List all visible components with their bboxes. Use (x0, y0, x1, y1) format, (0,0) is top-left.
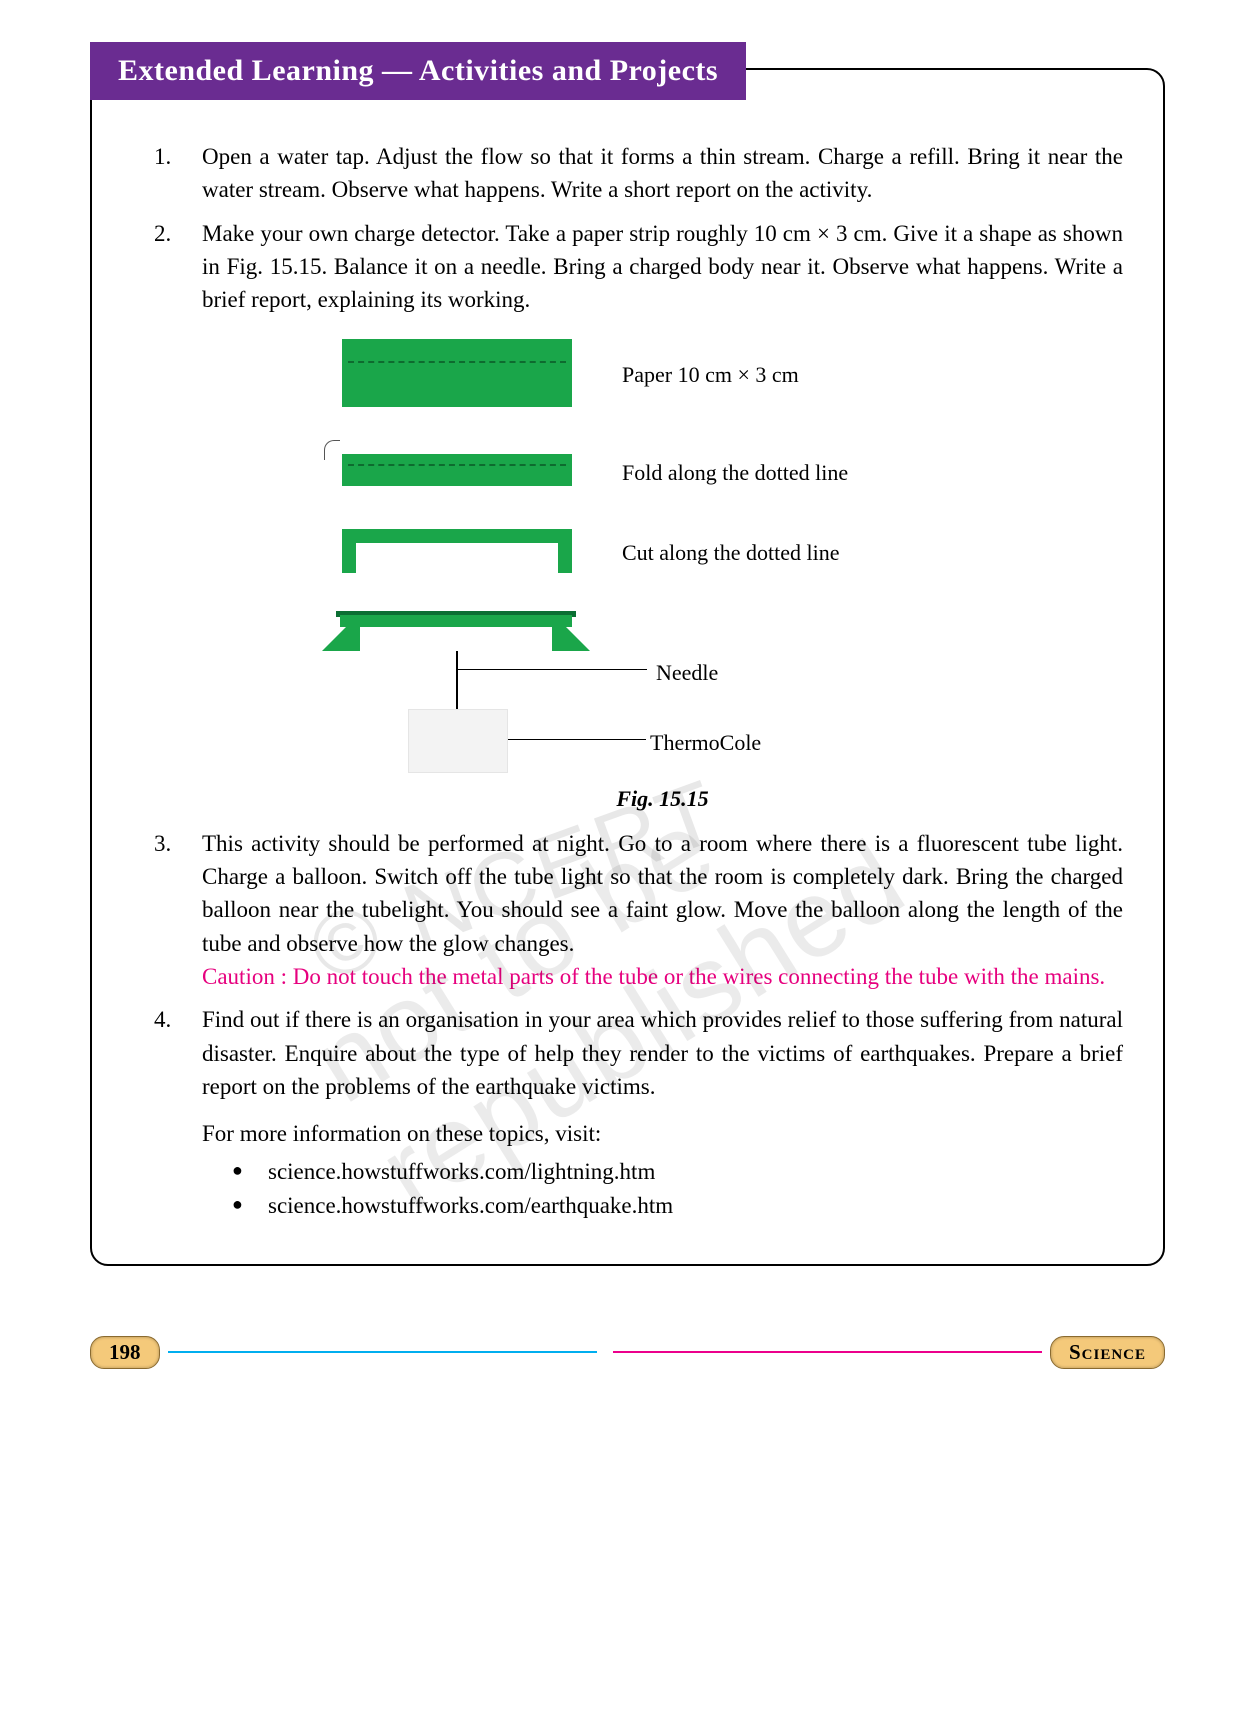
item-number: 1. (154, 140, 171, 173)
page-number-badge: 198 (90, 1336, 160, 1369)
section-header: Extended Learning — Activities and Proje… (90, 42, 746, 100)
figure-label: ThermoCole (650, 727, 761, 759)
list-item: 2. Make your own charge detector. Take a… (202, 217, 1123, 809)
page: Extended Learning — Activities and Proje… (0, 0, 1255, 1296)
content-frame: Extended Learning — Activities and Proje… (90, 68, 1165, 1266)
page-footer: 198 Science (0, 1336, 1255, 1399)
paper-rect-icon (342, 339, 572, 407)
more-info-intro: For more information on these topics, vi… (202, 1121, 601, 1146)
list-item: 3. This activity should be performed at … (202, 827, 1123, 994)
figure-label: Cut along the dotted line (622, 537, 840, 569)
item-text: This activity should be performed at nig… (202, 831, 1123, 956)
cut-paper-icon (342, 529, 572, 573)
activity-list: 1. Open a water tap. Adjust the flow so … (152, 140, 1123, 1103)
subject-badge: Science (1050, 1336, 1165, 1369)
more-info: For more information on these topics, vi… (152, 1117, 1123, 1223)
item-number: 4. (154, 1003, 171, 1036)
figure-label: Fold along the dotted line (622, 457, 848, 489)
figure-label: Paper 10 cm × 3 cm (622, 359, 799, 391)
link-item: science.howstuffworks.com/lightning.htm (232, 1155, 1123, 1190)
link-item: science.howstuffworks.com/earthquake.htm (232, 1189, 1123, 1224)
folded-paper-icon (342, 454, 572, 486)
list-item: 4. Find out if there is an organisation … (202, 1003, 1123, 1103)
item-text: Open a water tap. Adjust the flow so tha… (202, 144, 1123, 202)
item-number: 3. (154, 827, 171, 860)
item-text: Make your own charge detector. Take a pa… (202, 221, 1123, 313)
list-item: 1. Open a water tap. Adjust the flow so … (202, 140, 1123, 207)
caution-text: Caution : Do not touch the metal parts o… (202, 964, 1105, 989)
footer-rule-left (168, 1351, 597, 1353)
footer-rule-right (613, 1351, 1042, 1353)
figure-caption: Fig. 15.15 (202, 783, 1123, 815)
item-text: Find out if there is an organisation in … (202, 1007, 1123, 1099)
figure-15-15: Paper 10 cm × 3 cm Fold along the dotted… (202, 339, 1123, 809)
links-list: science.howstuffworks.com/lightning.htm … (202, 1155, 1123, 1224)
item-number: 2. (154, 217, 171, 250)
figure-label: Needle (656, 657, 718, 689)
thermocole-icon (408, 709, 508, 773)
